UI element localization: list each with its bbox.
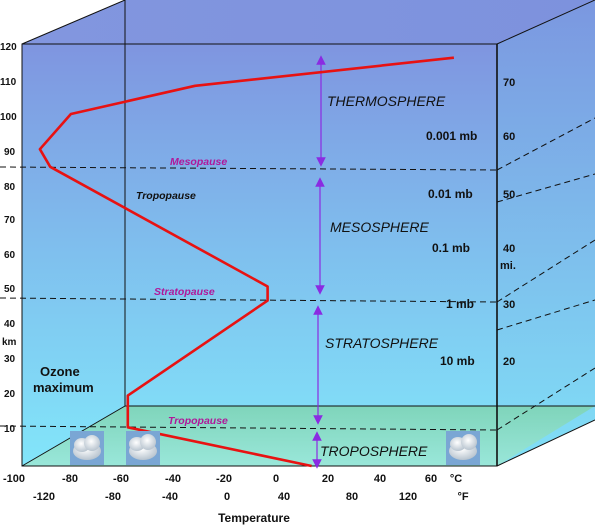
km-tick: 90 — [4, 147, 16, 158]
boundary-dashed-lines — [0, 117, 595, 431]
thermosphere-label: THERMOSPHERE — [327, 93, 446, 109]
celsius-tick: -60 — [113, 473, 129, 485]
altitude-mi-ticks: 70 60 50 40 mi. 30 20 — [500, 77, 516, 368]
fahrenheit-tick: 40 — [278, 491, 290, 503]
layer-arrows — [312, 55, 326, 469]
fahrenheit-ticks: -120 -80 -40 0 40 80 120 °F — [33, 491, 469, 503]
mi-tick: 40 — [503, 243, 515, 255]
fahrenheit-tick: 0 — [224, 491, 230, 503]
celsius-tick: -80 — [62, 473, 78, 485]
upper-tropopause-label: Tropopause — [136, 190, 196, 202]
temperature-axis-title: Temperature — [218, 511, 290, 525]
km-tick: 40 — [4, 319, 16, 330]
km-tick: 80 — [4, 182, 16, 193]
mi-tick: 50 — [503, 189, 515, 201]
mi-tick: 70 — [503, 77, 515, 89]
mesopause-label: Mesopause — [170, 156, 227, 168]
box-right-face — [497, 0, 595, 466]
ozone-label: Ozone — [40, 364, 80, 379]
fahrenheit-tick: -80 — [105, 491, 121, 503]
km-tick: 110 — [0, 77, 17, 88]
stratopause-label: Stratopause — [154, 286, 215, 298]
km-tick: 30 — [4, 354, 16, 365]
mesosphere-label: MESOSPHERE — [330, 219, 429, 235]
km-label: km — [2, 337, 17, 348]
troposphere-label: TROPOSPHERE — [320, 443, 428, 459]
altitude-km-ticks: 120 110 100 90 80 70 60 50 40 km 30 20 1… — [0, 42, 17, 435]
celsius-tick: 0 — [273, 473, 279, 485]
mi-tick: 20 — [503, 356, 515, 368]
cloud-icon — [126, 431, 160, 465]
mi-tick: 30 — [503, 299, 515, 311]
box-edges — [21, 0, 595, 467]
km-tick: 50 — [4, 284, 16, 295]
celsius-tick: 40 — [374, 473, 386, 485]
pressure-label: 1 mb — [446, 297, 474, 311]
km-tick: 60 — [4, 250, 16, 261]
km-tick: 120 — [0, 42, 17, 53]
fahrenheit-tick: -120 — [33, 491, 55, 503]
fahrenheit-tick: 80 — [346, 491, 358, 503]
fahrenheit-tick: 120 — [399, 491, 417, 503]
stratosphere-label: STRATOSPHERE — [325, 335, 439, 351]
celsius-tick: -40 — [165, 473, 181, 485]
cloud-icon — [70, 431, 104, 465]
temperature-profile-line — [38, 56, 455, 468]
celsius-tick: -20 — [216, 473, 232, 485]
pressure-labels: 0.001 mb 0.01 mb 0.1 mb 1 mb 10 mb — [426, 129, 477, 368]
celsius-tick: 60 — [425, 473, 437, 485]
km-tick: 20 — [4, 389, 16, 400]
km-tick: 10 — [4, 424, 16, 435]
fahrenheit-tick: -40 — [162, 491, 178, 503]
fahrenheit-unit: °F — [457, 491, 468, 503]
celsius-tick: -100 — [3, 473, 25, 485]
celsius-unit: °C — [450, 473, 462, 485]
pressure-label: 0.001 mb — [426, 129, 477, 143]
cloud-icon — [446, 431, 480, 465]
km-tick: 100 — [0, 112, 17, 123]
pressure-label: 0.1 mb — [432, 241, 470, 255]
mi-label: mi. — [500, 260, 516, 272]
celsius-tick: 20 — [322, 473, 334, 485]
mi-tick: 60 — [503, 131, 515, 143]
box-top-face — [22, 0, 595, 44]
ozone-label-line2: maximum — [33, 380, 94, 395]
box-front-face — [22, 44, 497, 466]
pressure-label: 10 mb — [440, 354, 475, 368]
tropopause-label: Tropopause — [168, 415, 228, 427]
celsius-ticks: -100 -80 -60 -40 -20 0 20 40 60 °C — [3, 473, 462, 485]
km-tick: 70 — [4, 215, 16, 226]
pressure-label: 0.01 mb — [428, 187, 473, 201]
